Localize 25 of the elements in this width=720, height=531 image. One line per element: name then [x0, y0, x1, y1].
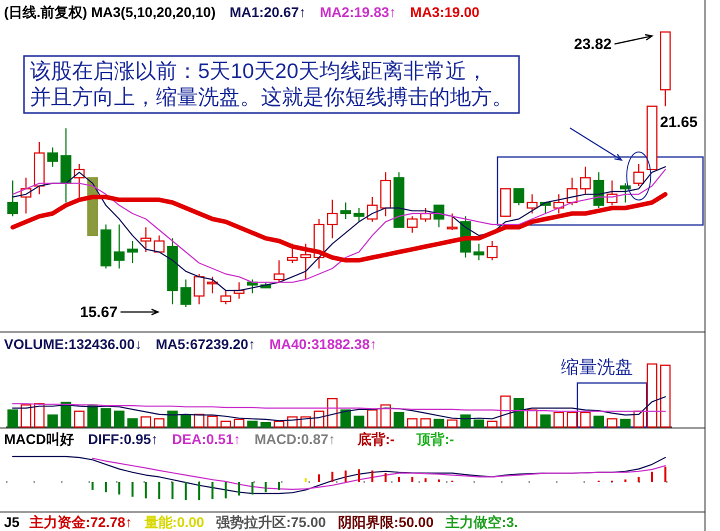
annotation: 缩量洗盘 [560, 357, 633, 377]
chart-title: MACD叫好 [4, 431, 74, 447]
text: MA1:20.67↑ [230, 4, 306, 20]
text: 阴阳界限:50.00 [338, 514, 434, 530]
chart-title: VOLUME:132436.00↓ [4, 336, 142, 352]
series-label: DEA:0.51↑ [172, 431, 240, 447]
text: 顶背:- [416, 431, 454, 447]
text: 主力做空:3. [444, 514, 518, 530]
annotation: 15.67 [80, 304, 118, 321]
text: MA2:19.83↑ [320, 4, 396, 20]
text: MA5:67239.20↑ [156, 336, 256, 352]
text: MA3:19.00 [410, 4, 480, 20]
chart-title: (日线.前复权) MA3(5,10,20,20,10) [4, 4, 216, 20]
text: 主力资金:72.78↑ [28, 514, 132, 530]
annotation: 并且方向上，缩量洗盘。这就是你短线搏击的地方。 [30, 86, 513, 109]
annotation: 该股在启涨以前：5天10天20天均线距离非常近， [30, 60, 488, 83]
text: 强势拉升区:75.00 [216, 514, 326, 530]
text: 量能:0.00 [143, 514, 204, 530]
text: 底背:- [356, 431, 396, 447]
annotation: 21.65 [660, 114, 698, 131]
text: MA40:31882.38↑ [269, 336, 377, 352]
annotation: 23.82 [574, 36, 612, 53]
series-label: MACD:0.87↑ [254, 431, 336, 447]
text: J5 [4, 514, 20, 530]
series-label: DIFF:0.95↑ [88, 431, 158, 447]
